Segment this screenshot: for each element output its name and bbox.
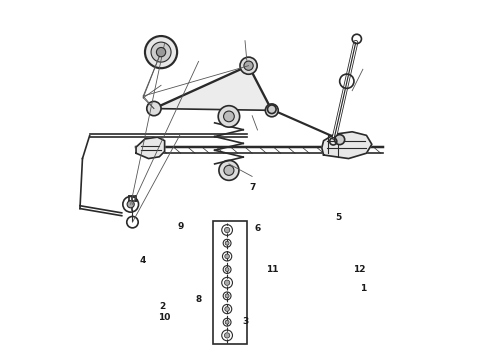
Circle shape <box>335 135 344 145</box>
Polygon shape <box>136 137 165 158</box>
Text: 2: 2 <box>160 302 166 311</box>
Text: 6: 6 <box>254 224 261 233</box>
Circle shape <box>151 42 171 62</box>
Circle shape <box>224 227 230 233</box>
Circle shape <box>223 111 234 122</box>
Circle shape <box>225 307 229 311</box>
Text: 7: 7 <box>249 183 255 192</box>
Text: 5: 5 <box>335 213 341 222</box>
Text: 9: 9 <box>177 222 184 231</box>
Bar <box>213 221 247 344</box>
Circle shape <box>219 160 239 180</box>
Circle shape <box>268 105 276 113</box>
Circle shape <box>127 201 134 208</box>
Circle shape <box>145 36 177 68</box>
Circle shape <box>225 320 229 324</box>
Text: 4: 4 <box>140 256 147 265</box>
Text: 11: 11 <box>266 265 278 274</box>
Polygon shape <box>154 66 272 111</box>
Circle shape <box>244 61 253 70</box>
Text: 1: 1 <box>360 284 366 293</box>
Circle shape <box>224 333 230 338</box>
Circle shape <box>240 57 257 74</box>
Text: 8: 8 <box>196 295 202 304</box>
Text: 3: 3 <box>242 316 248 325</box>
Circle shape <box>225 267 229 271</box>
Circle shape <box>147 102 161 116</box>
Text: 12: 12 <box>353 265 366 274</box>
Circle shape <box>266 104 278 117</box>
Circle shape <box>218 106 240 127</box>
Circle shape <box>156 48 166 57</box>
Circle shape <box>225 254 229 259</box>
Circle shape <box>225 241 229 245</box>
Text: 10: 10 <box>158 313 171 322</box>
Circle shape <box>224 280 230 285</box>
Circle shape <box>224 165 234 175</box>
Circle shape <box>225 294 229 298</box>
Polygon shape <box>322 132 372 158</box>
